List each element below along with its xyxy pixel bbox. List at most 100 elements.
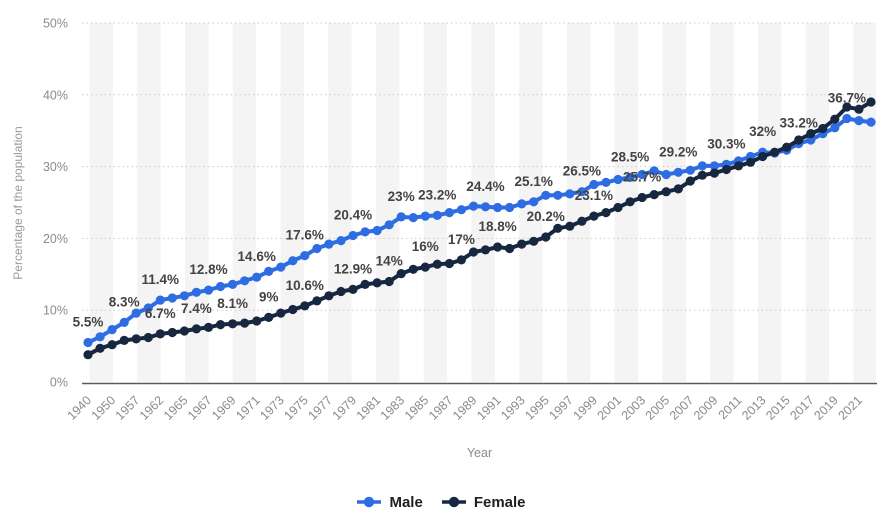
male-point xyxy=(360,227,370,237)
female-point xyxy=(854,104,864,114)
data-label: 23.1% xyxy=(575,188,613,203)
plot-band xyxy=(471,23,495,382)
y-tick-label: 30% xyxy=(43,160,68,174)
plot-band xyxy=(853,23,876,382)
male-point xyxy=(685,165,695,175)
x-tick-label: 1975 xyxy=(281,393,311,423)
data-label: 12.8% xyxy=(189,262,227,277)
male-point xyxy=(456,205,466,215)
female-point xyxy=(228,319,238,329)
male-point xyxy=(842,113,852,124)
female-point xyxy=(468,247,479,257)
male-point xyxy=(649,166,659,176)
data-label: 20.2% xyxy=(527,209,565,224)
female-point xyxy=(300,301,310,311)
data-label: 16% xyxy=(412,239,439,254)
x-tick-label: 1989 xyxy=(450,393,480,423)
legend-item-female[interactable]: Female xyxy=(441,494,526,511)
male-point xyxy=(480,202,491,212)
legend: Male Female xyxy=(0,480,882,522)
plot-band xyxy=(662,23,686,382)
female-point xyxy=(493,242,503,252)
male-point xyxy=(396,212,406,222)
female-point xyxy=(661,187,671,197)
male-point xyxy=(432,210,442,220)
female-point xyxy=(770,147,780,157)
female-point xyxy=(842,102,852,112)
male-point xyxy=(625,172,635,182)
female-series-marker-icon xyxy=(441,496,467,508)
male-point xyxy=(854,116,864,126)
data-label: 14% xyxy=(376,254,403,269)
data-label: 33.2% xyxy=(780,116,818,131)
male-point xyxy=(179,291,189,301)
female-point xyxy=(685,176,695,186)
male-point xyxy=(348,230,358,241)
female-point xyxy=(264,312,274,322)
data-label: 23% xyxy=(388,189,415,204)
x-tick-label: 2003 xyxy=(619,393,649,423)
male-point xyxy=(565,189,575,199)
female-point xyxy=(191,324,201,334)
data-label: 17.6% xyxy=(286,228,324,243)
male-point xyxy=(505,202,515,213)
x-tick-label: 1993 xyxy=(498,393,528,423)
male-point xyxy=(276,262,286,272)
male-point xyxy=(83,337,93,348)
x-tick-label: 2009 xyxy=(691,393,721,423)
male-point xyxy=(324,239,334,249)
female-point xyxy=(625,197,635,207)
data-label: 26.5% xyxy=(563,164,601,179)
y-axis-title: Percentage of the population xyxy=(11,126,25,279)
line-chart: 0%10%20%30%40%50%19401950195719621965196… xyxy=(11,17,877,460)
female-point xyxy=(203,322,214,332)
x-tick-label: 1965 xyxy=(161,393,191,423)
male-point xyxy=(709,161,720,171)
data-label: 25.7% xyxy=(623,170,661,185)
x-tick-label: 1977 xyxy=(305,393,335,423)
male-point xyxy=(601,177,611,187)
plot-band xyxy=(280,23,304,382)
female-point xyxy=(541,232,551,242)
female-point xyxy=(637,192,647,203)
male-point xyxy=(517,199,527,209)
male-point xyxy=(468,201,479,211)
male-point xyxy=(95,332,105,342)
female-point xyxy=(95,343,105,353)
male-point xyxy=(167,293,177,303)
female-point xyxy=(288,304,298,315)
x-tick-label: 2005 xyxy=(643,393,673,423)
data-label: 8.1% xyxy=(217,296,248,311)
female-point xyxy=(613,202,623,213)
female-point xyxy=(806,129,816,139)
female-point xyxy=(553,223,563,233)
data-label: 30.3% xyxy=(707,136,745,151)
male-point xyxy=(143,303,153,313)
x-tick-label: 2011 xyxy=(716,393,745,422)
male-point xyxy=(613,174,623,185)
data-label: 7.4% xyxy=(181,301,212,316)
plot-band xyxy=(758,23,782,382)
male-point xyxy=(119,317,129,327)
x-tick-label: 1985 xyxy=(402,393,432,423)
female-point xyxy=(420,262,430,272)
female-point xyxy=(601,208,611,218)
plot-band xyxy=(232,23,257,382)
female-point xyxy=(348,284,358,294)
x-tick-label: 1997 xyxy=(546,393,576,423)
x-tick-label: 1979 xyxy=(330,393,360,423)
female-point xyxy=(143,332,153,343)
female-point xyxy=(312,296,322,306)
female-point xyxy=(432,259,442,269)
female-point xyxy=(215,320,226,330)
legend-item-male[interactable]: Male xyxy=(356,494,423,511)
female-point xyxy=(336,286,346,297)
female-point xyxy=(252,316,262,326)
female-point xyxy=(372,278,382,288)
x-tick-label: 1957 xyxy=(113,393,143,423)
male-point xyxy=(697,161,707,171)
data-label: 25.1% xyxy=(515,174,553,189)
female-point xyxy=(745,157,756,167)
data-label: 32% xyxy=(749,124,776,139)
